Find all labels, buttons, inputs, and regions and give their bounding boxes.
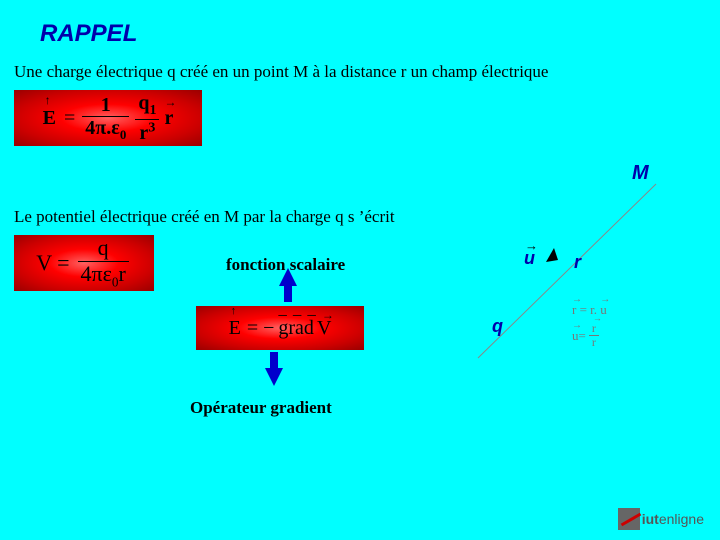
formula-e-field: ↑ E = 1 4π.ε0 q1 r3 → r — [14, 90, 202, 146]
arrow-up-stem — [284, 284, 292, 302]
arrow-down-icon — [265, 368, 283, 386]
iutenligne-logo: iutenligne — [618, 508, 704, 530]
gradient-operator-label: Opérateur gradient — [190, 398, 332, 418]
distance-r-label: r — [574, 252, 581, 273]
formula-potential: V = q 4πε0r — [14, 235, 154, 291]
point-m-label: M — [632, 162, 649, 185]
slide-title: RAPPEL — [40, 20, 137, 48]
formula-u-equals-r-over-r: →u = →r r — [572, 322, 602, 349]
vector-u-label: → u — [524, 248, 535, 269]
intro-text: Une charge électrique q créé en un point… — [14, 62, 548, 82]
arrow-up-icon — [279, 268, 297, 286]
potential-text: Le potentiel électrique créé en M par la… — [14, 207, 395, 227]
logo-icon — [618, 508, 640, 530]
formula-gradient: ↑ E = − ───→ grad V — [196, 306, 364, 350]
charge-q-label: q — [492, 316, 503, 337]
